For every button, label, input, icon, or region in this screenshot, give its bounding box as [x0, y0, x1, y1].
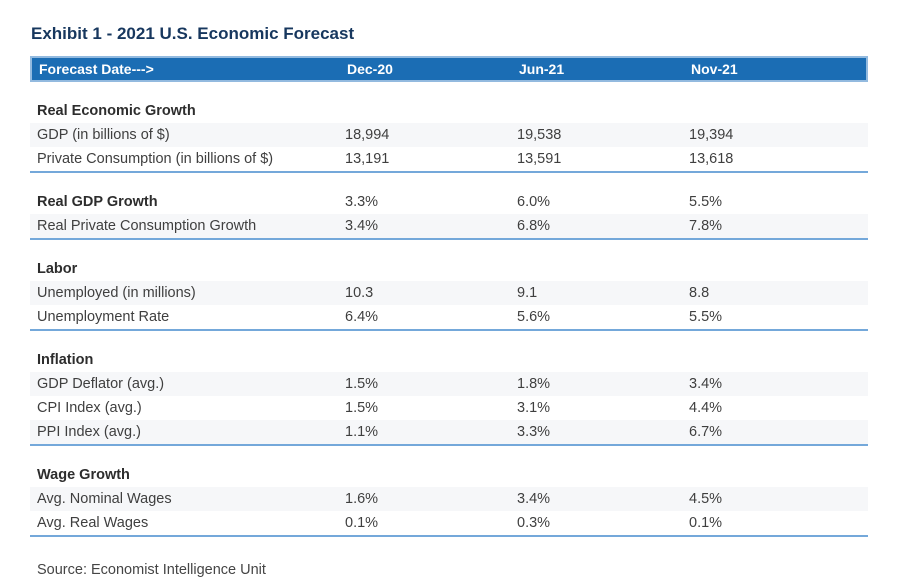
- row-value: 1.8%: [517, 376, 551, 392]
- header-col-jun-21: Jun-21: [519, 61, 565, 77]
- section-heading: Real GDP Growth: [37, 194, 158, 210]
- table-section: Real Economic Growth GDP (in billions of …: [30, 99, 868, 173]
- row-value: 3.4%: [517, 491, 551, 507]
- section-heading-value: 3.3%: [345, 194, 379, 210]
- row-value: 0.1%: [345, 515, 379, 531]
- table-header-row: Forecast Date---> Dec-20 Jun-21 Nov-21: [30, 56, 868, 82]
- table-row: Unemployment Rate 6.4% 5.6% 5.5%: [30, 305, 868, 329]
- row-value: 3.4%: [689, 376, 723, 392]
- table-body: Real Economic Growth GDP (in billions of …: [30, 99, 868, 537]
- row-label: Real Private Consumption Growth: [37, 218, 257, 234]
- row-value: 4.5%: [689, 491, 723, 507]
- table-section: Real GDP Growth 3.3% 6.0% 5.5% Real Private …: [30, 190, 868, 240]
- table-section: Inflation GDP Deflator (avg.) 1.5% 1.8% 3.4%…: [30, 348, 868, 446]
- table-row: Private Consumption (in billions of $) 13…: [30, 147, 868, 171]
- row-value: 1.5%: [345, 376, 379, 392]
- section-heading-value: 6.0%: [517, 194, 551, 210]
- table-row: Unemployed (in millions) 10.3 9.1 8.8: [30, 281, 868, 305]
- source-note: Source: Economist Intelligence Unit: [37, 562, 266, 578]
- table-row: Real Private Consumption Growth 3.4% 6.8% 7…: [30, 214, 868, 238]
- row-value: 0.3%: [517, 515, 551, 531]
- table-row: Avg. Real Wages 0.1% 0.3% 0.1%: [30, 511, 868, 535]
- row-label: CPI Index (avg.): [37, 400, 142, 416]
- row-value: 19,394: [689, 127, 734, 143]
- row-value: 6.7%: [689, 424, 723, 440]
- row-label: Avg. Nominal Wages: [37, 491, 172, 507]
- section-heading: Inflation: [37, 352, 94, 368]
- row-label: GDP Deflator (avg.): [37, 376, 165, 392]
- row-value: 0.1%: [689, 515, 723, 531]
- table-row: CPI Index (avg.) 1.5% 3.1% 4.4%: [30, 396, 868, 420]
- row-value: 7.8%: [689, 218, 723, 234]
- row-value: 1.6%: [345, 491, 379, 507]
- row-value: 9.1: [517, 285, 538, 301]
- row-label: Unemployment Rate: [37, 309, 170, 325]
- row-value: 6.4%: [345, 309, 379, 325]
- section-heading-value: 5.5%: [689, 194, 723, 210]
- exhibit-title: Exhibit 1 - 2021 U.S. Economic Forecast: [31, 24, 355, 43]
- table-section: Wage Growth Avg. Nominal Wages 1.6% 3.4% 4.5…: [30, 463, 868, 537]
- header-col-dec-20: Dec-20: [347, 61, 393, 77]
- section-heading-row: Real GDP Growth 3.3% 6.0% 5.5%: [30, 190, 868, 214]
- section-heading: Real Economic Growth: [37, 103, 196, 119]
- row-label: Avg. Real Wages: [37, 515, 149, 531]
- row-value: 5.5%: [689, 309, 723, 325]
- section-heading-row: Inflation: [30, 348, 868, 372]
- row-value: 8.8: [689, 285, 710, 301]
- row-value: 13,591: [517, 151, 562, 167]
- row-value: 5.6%: [517, 309, 551, 325]
- row-value: 4.4%: [689, 400, 723, 416]
- table-section: Labor Unemployed (in millions) 10.3 9.1 8.8 U…: [30, 257, 868, 331]
- row-value: 3.4%: [345, 218, 379, 234]
- row-value: 3.1%: [517, 400, 551, 416]
- row-label: Unemployed (in millions): [37, 285, 196, 301]
- row-value: 19,538: [517, 127, 562, 143]
- section-heading-row: Wage Growth: [30, 463, 868, 487]
- row-value: 10.3: [345, 285, 374, 301]
- section-heading-row: Real Economic Growth: [30, 99, 868, 123]
- header-forecast-date-label: Forecast Date--->: [39, 61, 154, 77]
- row-value: 1.1%: [345, 424, 379, 440]
- row-value: 18,994: [345, 127, 390, 143]
- section-heading-row: Labor: [30, 257, 868, 281]
- row-value: 3.3%: [517, 424, 551, 440]
- row-value: 1.5%: [345, 400, 379, 416]
- section-heading: Wage Growth: [37, 467, 130, 483]
- table-row: Avg. Nominal Wages 1.6% 3.4% 4.5%: [30, 487, 868, 511]
- row-label: PPI Index (avg.): [37, 424, 141, 440]
- section-heading: Labor: [37, 261, 78, 277]
- row-label: GDP (in billions of $): [37, 127, 170, 143]
- row-value: 13,618: [689, 151, 734, 167]
- forecast-table: Forecast Date---> Dec-20 Jun-21 Nov-21 R…: [30, 56, 868, 537]
- table-row: PPI Index (avg.) 1.1% 3.3% 6.7%: [30, 420, 868, 444]
- table-row: GDP (in billions of $) 18,994 19,538 19,394: [30, 123, 868, 147]
- header-col-nov-21: Nov-21: [691, 61, 738, 77]
- row-label: Private Consumption (in billions of $): [37, 151, 274, 167]
- table-row: GDP Deflator (avg.) 1.5% 1.8% 3.4%: [30, 372, 868, 396]
- row-value: 6.8%: [517, 218, 551, 234]
- row-value: 13,191: [345, 151, 390, 167]
